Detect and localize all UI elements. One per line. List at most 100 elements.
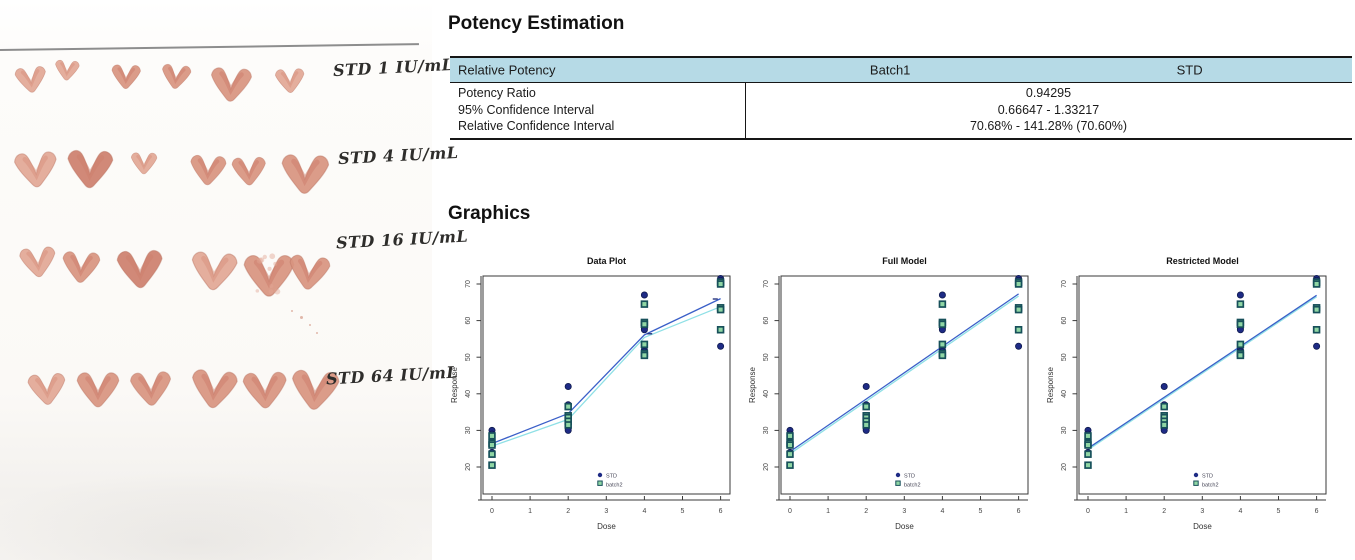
svg-text:50: 50 xyxy=(465,353,472,361)
specimen xyxy=(107,61,144,92)
data-point-std xyxy=(718,343,724,349)
svg-text:60: 60 xyxy=(763,317,770,325)
svg-text:batch2: batch2 xyxy=(606,483,623,489)
svg-text:4: 4 xyxy=(642,508,646,515)
svg-text:3: 3 xyxy=(902,508,906,515)
svg-text:50: 50 xyxy=(1061,353,1068,361)
specimen xyxy=(57,247,105,288)
header-relative-potency: Relative Potency xyxy=(458,63,556,78)
data-point-batch xyxy=(787,442,793,448)
batch2-fit-line xyxy=(790,296,1019,454)
svg-text:20: 20 xyxy=(1061,463,1068,471)
specimen xyxy=(275,149,335,200)
batch2-mean-line xyxy=(492,307,721,446)
svg-text:70: 70 xyxy=(465,280,472,288)
chart-full-model: Full Model 0 1 2 3 4 5 6 Dose 20 30 40 50 60 70 Respons… xyxy=(746,248,1046,560)
svg-text:60: 60 xyxy=(1061,317,1068,325)
svg-text:STD: STD xyxy=(606,474,617,480)
data-point-std xyxy=(1161,383,1167,389)
data-point-std xyxy=(939,292,945,298)
potency-table-header: Relative Potency Batch1 STD xyxy=(450,56,1352,83)
row-label-confidence-interval: 95% Confidence Interval xyxy=(458,102,594,119)
chart-data-plot: Data Plot 0 1 2 3 4 5 6 Dose 20 30 40 50 60 70 Response… xyxy=(448,248,748,560)
svg-text:30: 30 xyxy=(465,426,472,434)
data-point-batch xyxy=(565,404,571,410)
data-point-batch xyxy=(1085,451,1091,457)
svg-text:50: 50 xyxy=(763,353,770,361)
data-point-std xyxy=(1237,292,1243,298)
data-point-std xyxy=(641,292,647,298)
table-row: Potency Ratio 0.94295 xyxy=(450,85,1352,102)
data-point-batch xyxy=(787,433,793,439)
data-point-batch xyxy=(787,462,793,468)
potency-table: Relative Potency Batch1 STD Potency Rati… xyxy=(450,56,1352,140)
svg-text:70: 70 xyxy=(1061,280,1068,288)
row-value-confidence-interval: 0.66647 - 1.33217 xyxy=(745,102,1352,119)
data-point-batch xyxy=(565,422,571,428)
paper-edge-line xyxy=(0,43,419,51)
svg-text:70: 70 xyxy=(763,280,770,288)
paper-shadow xyxy=(0,470,432,560)
specimen xyxy=(185,151,231,190)
data-point-batch xyxy=(1016,281,1022,287)
svg-text:Dose: Dose xyxy=(895,522,914,531)
data-point-batch xyxy=(1238,341,1244,347)
svg-text:STD: STD xyxy=(1202,474,1213,480)
svg-text:1: 1 xyxy=(826,508,830,515)
svg-text:6: 6 xyxy=(719,508,723,515)
specimen xyxy=(51,57,83,84)
specimen xyxy=(282,250,336,297)
svg-text:20: 20 xyxy=(465,463,472,471)
svg-text:Response: Response xyxy=(748,366,757,403)
STD-fit-line xyxy=(790,294,1019,452)
data-point-batch xyxy=(1085,442,1091,448)
table-row: 95% Confidence Interval 0.66647 - 1.3321… xyxy=(450,102,1352,119)
svg-text:30: 30 xyxy=(763,426,770,434)
data-point-batch xyxy=(787,451,793,457)
data-point-batch xyxy=(1238,321,1244,327)
data-point-batch xyxy=(718,281,724,287)
svg-text:Dose: Dose xyxy=(1193,522,1212,531)
data-point-batch xyxy=(1314,327,1320,333)
report-page: STD 1 IU/mL STD 4 IU/mL STD 16 IU/mL STD 64… xyxy=(0,0,1355,560)
svg-text:0: 0 xyxy=(788,508,792,515)
dose-row-label: STD 4 IU/mL xyxy=(338,143,459,168)
svg-text:40: 40 xyxy=(1061,390,1068,398)
data-point-batch xyxy=(1161,404,1167,410)
svg-text:4: 4 xyxy=(940,508,944,515)
data-point-std xyxy=(863,383,869,389)
common-fit-line-cyan xyxy=(1088,297,1317,450)
svg-text:30: 30 xyxy=(1061,426,1068,434)
svg-text:0: 0 xyxy=(490,508,494,515)
legend: STD batch2 xyxy=(896,473,921,489)
plot-svg: Restricted Model 0 1 2 3 4 5 6 Dose 20 30 40 50 60 70 R… xyxy=(1044,248,1344,560)
svg-text:5: 5 xyxy=(681,508,685,515)
specimen xyxy=(125,367,177,412)
data-point-batch xyxy=(642,321,648,327)
specimen xyxy=(111,245,169,294)
data-point-batch xyxy=(1314,307,1320,313)
specimen xyxy=(9,146,64,194)
plot-svg: Data Plot0 1 2 3 4 5 6Dose203040506070Response… xyxy=(448,248,748,560)
tissue-speck xyxy=(300,316,303,319)
potency-estimation-heading: Potency Estimation xyxy=(448,13,624,35)
data-point-batch xyxy=(1085,433,1091,439)
svg-text:Response: Response xyxy=(1046,366,1055,403)
common-fit-line-blue xyxy=(1088,295,1317,448)
data-point-std xyxy=(565,383,571,389)
row-value-relative-confidence-interval: 70.68% - 141.28% (70.60%) xyxy=(745,118,1352,135)
data-point-batch xyxy=(863,404,869,410)
svg-text:2: 2 xyxy=(864,508,868,515)
data-point-batch xyxy=(718,327,724,333)
specimen xyxy=(157,60,196,94)
svg-text:5: 5 xyxy=(979,508,983,515)
svg-text:1: 1 xyxy=(528,508,532,515)
legend: STD batch2 xyxy=(598,473,623,489)
data-point-batch xyxy=(1085,462,1091,468)
svg-text:3: 3 xyxy=(604,508,608,515)
data-point-batch xyxy=(1314,281,1320,287)
data-point-batch xyxy=(940,341,946,347)
svg-text:5: 5 xyxy=(1277,508,1281,515)
specimen xyxy=(10,62,51,98)
svg-text:batch2: batch2 xyxy=(904,483,921,489)
